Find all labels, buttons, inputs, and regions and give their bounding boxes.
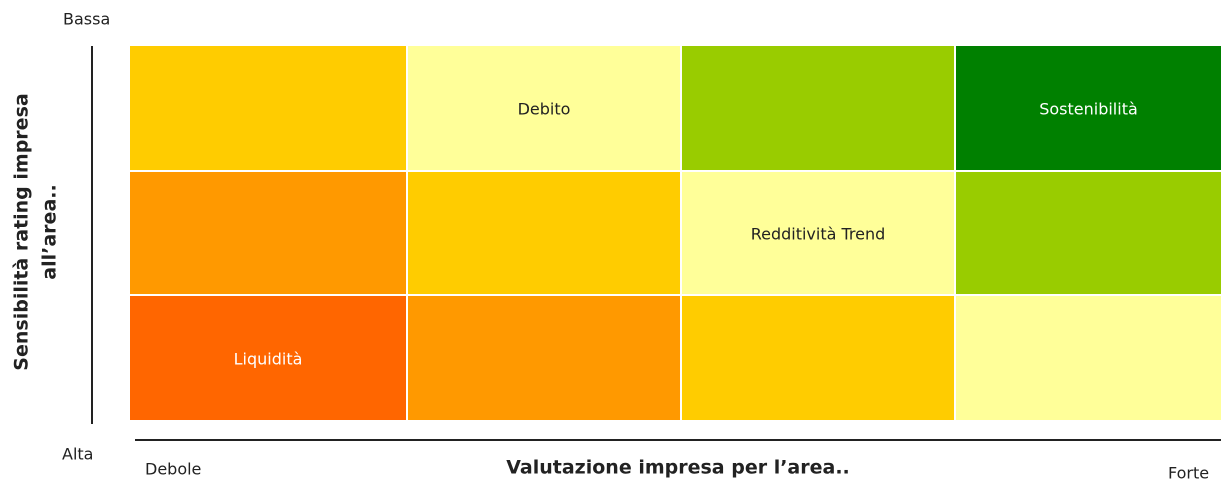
cell-label: Sostenibilità [1039,100,1138,119]
y-top-label: Bassa [63,10,110,29]
cell [682,46,954,170]
y-axis-title-line: Sensibilità rating impresa [11,93,33,370]
cell [682,172,954,294]
x-right-label: Forte [1168,464,1209,483]
cell [408,172,680,294]
cell-label: Redditività Trend [751,225,886,244]
cell [130,172,406,294]
cell [408,296,680,420]
cell [682,296,954,420]
cell [956,46,1221,170]
cell-label: Liquidità [234,350,303,369]
cell [956,296,1221,420]
x-axis-title: Valutazione impresa per l’area.. [506,457,850,479]
cell [130,46,406,170]
cell [956,172,1221,294]
y-bottom-label: Alta [62,445,93,464]
cell-label: Debito [518,100,571,119]
x-left-label: Debole [145,460,201,479]
y-axis-title: Sensibilità rating impresa all’area.. [11,93,61,370]
y-axis-title-line: all’area.. [39,184,61,279]
grid: Debito Sostenibilità Redditività Trend Liqu… [130,46,1221,420]
cell [408,46,680,170]
cell [130,296,406,420]
